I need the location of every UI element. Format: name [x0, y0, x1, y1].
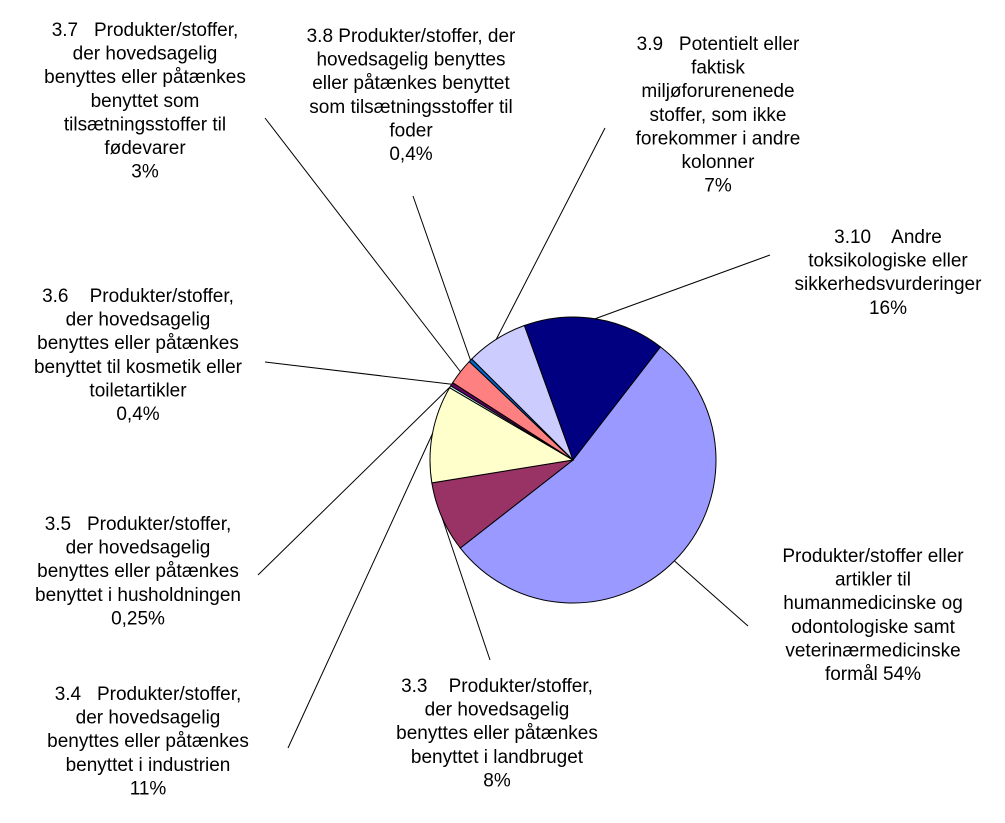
label-line: veterinærmedicinske [785, 640, 960, 661]
label-line: fødevarer [104, 138, 186, 159]
label-line: forekommer i andre [636, 128, 801, 149]
value-label: 0,4% [389, 144, 432, 165]
label-line: faktisk [691, 58, 745, 79]
leader-line [594, 254, 771, 320]
value-label: 0,4% [116, 404, 159, 425]
label-line: benyttes eller påtænkes [37, 561, 239, 582]
label-line: 3.3 Produkter/stoffer, [401, 676, 593, 697]
label-line: der hovedsagelig [73, 44, 218, 65]
label-line: benyttet som [91, 91, 200, 112]
pie-slice [459, 346, 717, 604]
label-line: der hovedsagelig [76, 708, 221, 729]
leader-line [441, 517, 491, 661]
label-line: 3.9 Potentielt eller [637, 34, 800, 55]
slice-label: formål 54% [825, 664, 921, 685]
label-line: benyttet i husholdningen [35, 585, 241, 606]
label-line: kolonner [682, 152, 756, 173]
label-line: toksikologiske eller [808, 251, 968, 272]
label-line: 3.7 Produkter/stoffer, [52, 20, 239, 41]
pie-slice [523, 316, 662, 462]
label-line: artikler til [835, 570, 911, 591]
value-label: 0,25% [111, 608, 165, 629]
label-line: benyttes eller påtænkes [44, 67, 246, 88]
label-line: 3.5 Produkter/stoffer, [45, 514, 232, 535]
slice-label: 3.5 Produkter/stoffer, der hovedsagelig be… [35, 514, 241, 629]
label-line: foder [389, 120, 433, 141]
label-line: benyttet i landbruget [411, 747, 584, 768]
leader-line [674, 560, 749, 627]
value-label: 11% [130, 778, 167, 799]
leader-line [495, 127, 606, 340]
pie-slice [429, 387, 575, 484]
label-line: benyttes eller påtænkes [47, 731, 249, 752]
label-line: der hovedsagelig [66, 538, 211, 559]
label-line: benyttet til kosmetik eller [34, 357, 243, 378]
leader-line [412, 195, 471, 361]
slice-label: 3.6 Produkter/stoffer, der hovedsagelig be… [34, 286, 243, 425]
label-line: hovedsagelig benyttes [316, 50, 505, 71]
label-line: benyttet i industrien [66, 755, 231, 776]
leader-line [264, 117, 461, 373]
label-line: eller påtænkes benyttet [312, 73, 510, 94]
slice-label: 3.10 Andre toksikologiske eller sikkerheds… [795, 227, 983, 319]
label-line: der hovedsagelig [66, 310, 211, 331]
value-label: 54% [883, 664, 921, 685]
value-label: 16% [869, 298, 907, 319]
value-label: 3% [131, 162, 159, 183]
slice-label: 3.7 Produkter/stoffer, der hovedsagelig be… [44, 20, 246, 183]
slice-label: Produkter/stoffer eller artikler til human… [782, 546, 964, 661]
value-label: 8% [483, 770, 511, 791]
label-line: formål [825, 664, 878, 685]
slice-label: 3.4 Produkter/stoffer, der hovedsagelig be… [47, 684, 249, 799]
leader-line [257, 386, 451, 576]
label-line: humanmedicinske og [783, 593, 963, 614]
label-line: odontologiske samt [791, 617, 955, 638]
label-line: 3.4 Produkter/stoffer, [55, 684, 242, 705]
label-line: sikkerhedsvurderinger [795, 274, 983, 295]
slice-label: 3.9 Potentielt eller faktisk miljøforurene… [636, 34, 801, 197]
label-line: benyttes eller påtænkes [37, 333, 239, 354]
leader-line [264, 361, 452, 385]
label-line: tilsætningsstoffer til [64, 114, 226, 135]
label-line: 3.6 Produkter/stoffer, [42, 286, 234, 307]
leader-line [287, 433, 433, 749]
label-line: som tilsætningsstoffer til [309, 97, 512, 118]
label-line: miljøforurenenede [641, 81, 794, 102]
label-line: Produkter/stoffer eller [782, 546, 964, 567]
label-line: 3.10 Andre [834, 227, 942, 248]
value-label: 7% [704, 176, 732, 197]
label-line: 3.8 Produkter/stoffer, der [307, 26, 516, 47]
label-line: toiletartikler [89, 380, 187, 401]
label-line: der hovedsagelig [425, 700, 570, 721]
slice-label: 3.3 Produkter/stoffer, der hovedsagelig be… [396, 676, 598, 791]
label-line: stoffer, som ikke [650, 105, 787, 126]
label-line: benyttes eller påtænkes [396, 723, 598, 744]
slice-label: 3.8 Produkter/stoffer, der hovedsagelig b… [307, 26, 516, 165]
